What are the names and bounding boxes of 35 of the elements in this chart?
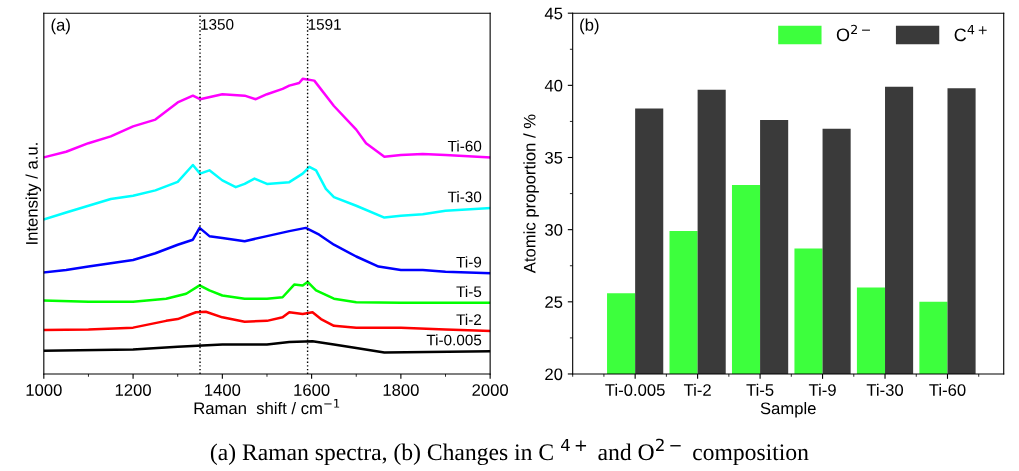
y-axis-title: Intensity / a.u. <box>25 143 42 244</box>
ref-line-label: 1591 <box>308 19 341 30</box>
x-tick-label: 1000 <box>26 384 62 396</box>
annotation: (b) <box>580 18 599 35</box>
text: (a) Raman spectra, (b) Changes in C $^{4+}$ and O$^{2−}$ composition <box>210 438 809 466</box>
x-tick-label: 2000 <box>472 384 509 396</box>
x-tick-label: Ti-5 <box>746 383 774 396</box>
x-tick-label: 1800 <box>383 384 419 396</box>
text: (a) <box>51 18 70 35</box>
legend-label: O$^{2−}$ <box>836 24 870 42</box>
series-label: Ti-30 <box>447 191 482 203</box>
series-label: Ti-60 <box>447 140 482 152</box>
x-tick-label: 1200 <box>115 384 151 396</box>
y-tick-label: 45 <box>544 7 563 20</box>
y-tick-label: 30 <box>545 224 563 236</box>
y-tick-label: 20 <box>545 368 563 381</box>
x-axis-title: Sample <box>760 402 816 418</box>
ref-line-label: 1350 <box>201 19 234 30</box>
x-tick-label: Ti-30 <box>866 383 904 396</box>
y-axis-title: Atomic proportion / % <box>523 114 539 274</box>
series-label: Ti-5 <box>456 285 482 298</box>
x-axis-title: Raman shift / cm$^{−1}$ <box>194 399 340 415</box>
y-tick-label: 25 <box>545 296 563 309</box>
x-tick-label: Ti-0.005 <box>605 383 665 396</box>
series-label: Ti-9 <box>456 256 482 268</box>
y-tick-label: 35 <box>545 151 563 164</box>
series-label: Ti-0.005 <box>426 334 482 346</box>
x-tick-label: Ti-60 <box>929 383 966 396</box>
x-tick-label: Ti-2 <box>683 383 711 396</box>
x-tick-label: Ti-9 <box>808 383 836 396</box>
y-tick-label: 40 <box>544 79 563 92</box>
series-label: Ti-2 <box>456 313 482 325</box>
x-tick-label: 1600 <box>294 384 330 396</box>
legend-label: C$^{4+}$ <box>954 24 987 42</box>
x-tick-label: 1400 <box>205 384 241 396</box>
